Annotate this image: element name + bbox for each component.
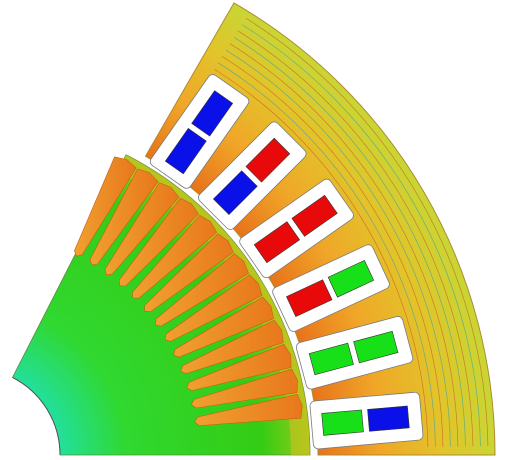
coil-inner — [253, 221, 301, 264]
coil-outer — [327, 259, 375, 298]
coil-outer — [245, 137, 291, 183]
flux-line — [213, 68, 429, 448]
coil-outer — [353, 330, 399, 364]
stator-slot — [272, 244, 390, 332]
coil-inner — [308, 342, 354, 376]
rotor-bar — [132, 214, 218, 299]
stator-slot — [198, 121, 307, 230]
stator-slot — [309, 391, 424, 450]
coil-inner — [321, 409, 364, 436]
flux-line — [237, 30, 474, 447]
rotor-bar — [89, 168, 159, 266]
rotor-bar — [173, 296, 274, 358]
rotor-bar — [194, 393, 303, 426]
rotor-bar — [155, 253, 249, 327]
flux-line — [217, 62, 436, 447]
rotor-bar — [144, 233, 234, 313]
stator-slot — [149, 74, 250, 189]
flux-line — [229, 43, 459, 447]
coil-inner — [212, 170, 258, 216]
flux-line — [233, 37, 466, 447]
coil-inner — [286, 279, 333, 318]
coil-outer — [291, 194, 338, 237]
rotor-bar — [74, 156, 137, 257]
coil-outer — [367, 405, 410, 432]
stator — [144, 2, 496, 456]
flux-line — [245, 17, 489, 447]
air-gap-band — [117, 154, 310, 455]
shaft-edge — [12, 377, 61, 456]
flux-line — [241, 24, 481, 447]
rotor-bar — [118, 197, 199, 287]
stator-slot — [239, 178, 354, 279]
rotor-bar — [104, 182, 180, 276]
rotor-bar — [186, 343, 292, 391]
flux-line — [221, 56, 444, 447]
slot-opening — [309, 391, 424, 450]
flux-line — [225, 49, 451, 447]
stator-slot — [295, 316, 414, 390]
coil-outer — [191, 90, 234, 137]
rotor-bar — [190, 368, 298, 409]
rotor — [11, 154, 311, 456]
rotor-bar — [164, 274, 263, 342]
rotor-bar — [180, 319, 284, 374]
coil-inner — [164, 127, 207, 175]
